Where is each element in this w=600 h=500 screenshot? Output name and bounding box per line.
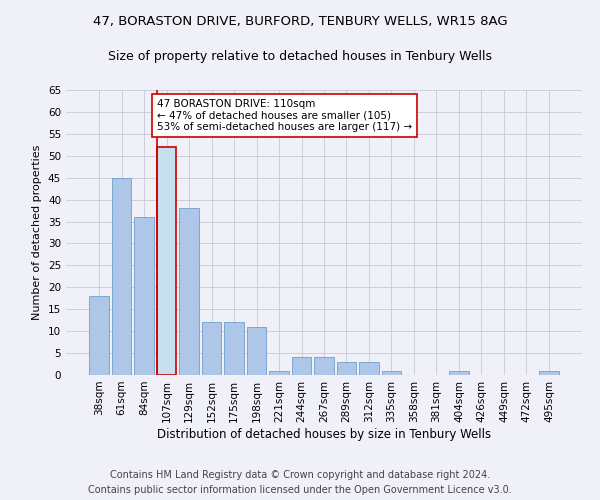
Text: 47, BORASTON DRIVE, BURFORD, TENBURY WELLS, WR15 8AG: 47, BORASTON DRIVE, BURFORD, TENBURY WEL…	[92, 15, 508, 28]
Text: Contains HM Land Registry data © Crown copyright and database right 2024.: Contains HM Land Registry data © Crown c…	[110, 470, 490, 480]
Bar	[247, 327, 266, 375]
Bar	[539, 370, 559, 375]
X-axis label: Distribution of detached houses by size in Tenbury Wells: Distribution of detached houses by size …	[157, 428, 491, 440]
Bar	[382, 370, 401, 375]
Bar	[112, 178, 131, 375]
Text: Contains public sector information licensed under the Open Government Licence v3: Contains public sector information licen…	[88, 485, 512, 495]
Bar	[224, 322, 244, 375]
Text: 47 BORASTON DRIVE: 110sqm
← 47% of detached houses are smaller (105)
53% of semi: 47 BORASTON DRIVE: 110sqm ← 47% of detac…	[157, 99, 412, 132]
Bar	[359, 362, 379, 375]
Bar	[337, 362, 356, 375]
Bar	[314, 358, 334, 375]
Bar	[134, 217, 154, 375]
Bar	[292, 358, 311, 375]
Bar	[449, 370, 469, 375]
Y-axis label: Number of detached properties: Number of detached properties	[32, 145, 43, 320]
Bar	[202, 322, 221, 375]
Bar	[179, 208, 199, 375]
Bar	[89, 296, 109, 375]
Bar	[157, 147, 176, 375]
Bar	[269, 370, 289, 375]
Text: Size of property relative to detached houses in Tenbury Wells: Size of property relative to detached ho…	[108, 50, 492, 63]
